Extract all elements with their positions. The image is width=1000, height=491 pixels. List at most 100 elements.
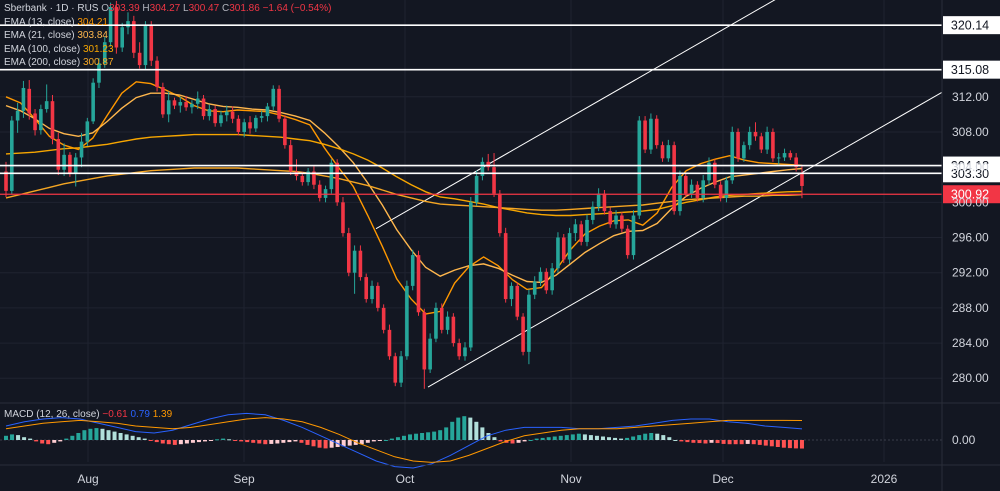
candle-body (422, 312, 427, 370)
ema-legend-row[interactable]: EMA (21, close) 303.84 (4, 29, 332, 43)
y-tick-label: 284.00 (952, 336, 989, 350)
macd-histogram-bar (444, 427, 449, 440)
macd-histogram-bar (221, 438, 226, 440)
macd-histogram-bar (619, 438, 624, 440)
ema-legend-value: 303.84 (77, 30, 108, 41)
grid (0, 0, 942, 462)
ema-legend-row[interactable]: EMA (100, close) 301.23 (4, 43, 332, 57)
candle (288, 139, 293, 176)
price-level-label: 303.30 (951, 167, 989, 181)
candle (10, 116, 14, 195)
price-level-tag (943, 16, 1000, 35)
ema-legend-value: 301.23 (82, 43, 114, 55)
candle-body (672, 145, 676, 212)
candle-body (724, 180, 729, 198)
candle-body (201, 98, 206, 117)
change-value: −1.64 (−0.54%) (262, 3, 332, 14)
candle-body (457, 343, 461, 357)
candle-body (230, 111, 235, 119)
candle-body (381, 307, 386, 330)
macd-histogram-bar (649, 433, 654, 440)
macd-histogram-bar (227, 439, 232, 441)
candle (469, 197, 473, 351)
candle (730, 126, 735, 184)
candle-body (561, 237, 566, 260)
candle-body (370, 285, 374, 300)
macd-histogram-bar (703, 440, 708, 444)
macd-histogram-bar (607, 437, 612, 440)
macd-legend[interactable]: MACD (12, 26, close) −0.61 0.79 1.39 (4, 409, 172, 420)
macd-histogram-bar (22, 437, 27, 440)
candle (283, 115, 287, 149)
x-tick-label: Aug (77, 472, 98, 486)
candle-body (288, 145, 293, 172)
y-tick-label: 300.00 (952, 195, 989, 209)
candle (329, 159, 334, 194)
macd-histogram-bar (510, 440, 515, 444)
candle-body (271, 88, 276, 107)
macd-signal-value: 1.39 (152, 409, 173, 420)
candle-body (683, 175, 688, 194)
candle (219, 110, 223, 127)
candle-body (736, 131, 740, 159)
candle (352, 245, 357, 294)
macd-histogram-bar (359, 440, 364, 445)
candle-body (120, 27, 124, 48)
candle (620, 211, 624, 233)
ema-legend-row[interactable]: EMA (13, close) 304.21 (4, 16, 332, 30)
candle (265, 102, 270, 122)
macd-histogram-bar (426, 432, 431, 440)
macd-histogram-bar (389, 438, 394, 440)
candle (399, 350, 403, 388)
macd-histogram-bar (82, 430, 87, 440)
macd-histogram-bar (534, 438, 539, 440)
macd-histogram-bar (311, 440, 316, 447)
macd-histogram-bar (661, 435, 666, 440)
candle (376, 282, 380, 312)
candle-body (39, 109, 43, 131)
channel-upper-line[interactable] (375, 0, 778, 230)
channel-lower-line[interactable] (427, 91, 943, 388)
candle (625, 225, 630, 259)
candle-body (184, 102, 188, 108)
macd-histogram-bar (371, 440, 376, 442)
candle (596, 188, 601, 212)
candle (27, 80, 32, 120)
candle-body (585, 219, 589, 242)
macd-histogram-bar (94, 428, 99, 440)
candle-body (155, 60, 159, 88)
candle-body (747, 131, 752, 146)
macd-histogram-bar (733, 440, 738, 445)
candle-body (10, 120, 14, 191)
trend-channel[interactable] (375, 0, 943, 388)
macd-histogram-bar (522, 440, 527, 442)
macd-histogram-bar (588, 435, 593, 440)
macd-histogram-bar (34, 440, 39, 442)
candle-body (579, 224, 583, 242)
candle-body (132, 21, 136, 53)
macd-histogram-bar (233, 440, 238, 441)
ema-legend-row[interactable]: EMA (200, close) 300.87 (4, 56, 332, 70)
candle-body (800, 172, 804, 186)
macd-histogram-bar (685, 440, 690, 443)
candle (259, 110, 264, 123)
candle (213, 105, 217, 127)
macd-histogram-bar (257, 440, 262, 444)
candle-body (782, 153, 787, 158)
macd-histogram-bar (239, 440, 244, 442)
candle-body (137, 52, 142, 66)
candle (405, 280, 409, 360)
candle-body (527, 294, 531, 352)
candle-body (172, 100, 177, 106)
high-value: 304.27 (149, 3, 181, 14)
high-label: H (142, 3, 150, 14)
candle (747, 126, 752, 150)
macd-histogram-bar (715, 440, 720, 444)
candle (312, 166, 316, 190)
candle (335, 159, 339, 206)
low-value: 300.47 (188, 3, 220, 14)
ema-legend-label: EMA (200, close) (4, 57, 81, 68)
